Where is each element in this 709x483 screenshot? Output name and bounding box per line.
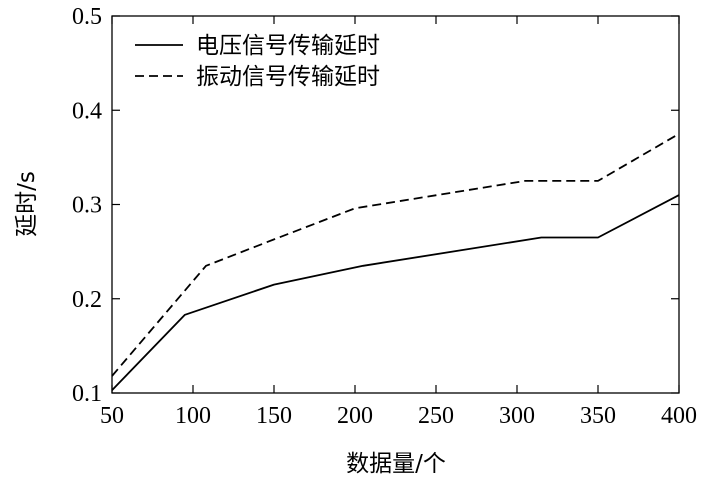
legend-label-voltage: 电压信号传输延时 — [196, 33, 380, 59]
x-tick-label: 350 — [580, 403, 616, 429]
y-tick-label: 0.4 — [72, 98, 102, 124]
y-tick-label: 0.2 — [72, 287, 102, 313]
series-layer — [111, 133, 680, 391]
x-tick-label: 50 — [100, 403, 124, 429]
ticks-layer — [111, 15, 680, 394]
series-line-voltage — [111, 194, 680, 391]
legend-label-vibration: 振动信号传输延时 — [196, 64, 380, 90]
y-axis-title: 延时/s — [14, 171, 40, 237]
x-tick-label: 100 — [175, 403, 211, 429]
series-line-vibration — [111, 133, 680, 377]
x-tick-label: 400 — [661, 403, 697, 429]
x-tick-label: 200 — [337, 403, 373, 429]
y-tick-label: 0.3 — [72, 193, 102, 219]
tick-labels-layer: 50 100 150 200 250 300 350 400 0.1 0.2 0.3 0.4 0.5 — [72, 4, 697, 429]
x-tick-label: 150 — [256, 403, 292, 429]
x-tick-label: 300 — [499, 403, 535, 429]
legend: 电压信号传输延时 振动信号传输延时 — [135, 33, 380, 90]
x-axis-title: 数据量/个 — [346, 451, 446, 477]
x-tick-label: 250 — [418, 403, 454, 429]
y-tick-label: 0.1 — [72, 381, 102, 407]
y-tick-label: 0.5 — [72, 4, 102, 30]
